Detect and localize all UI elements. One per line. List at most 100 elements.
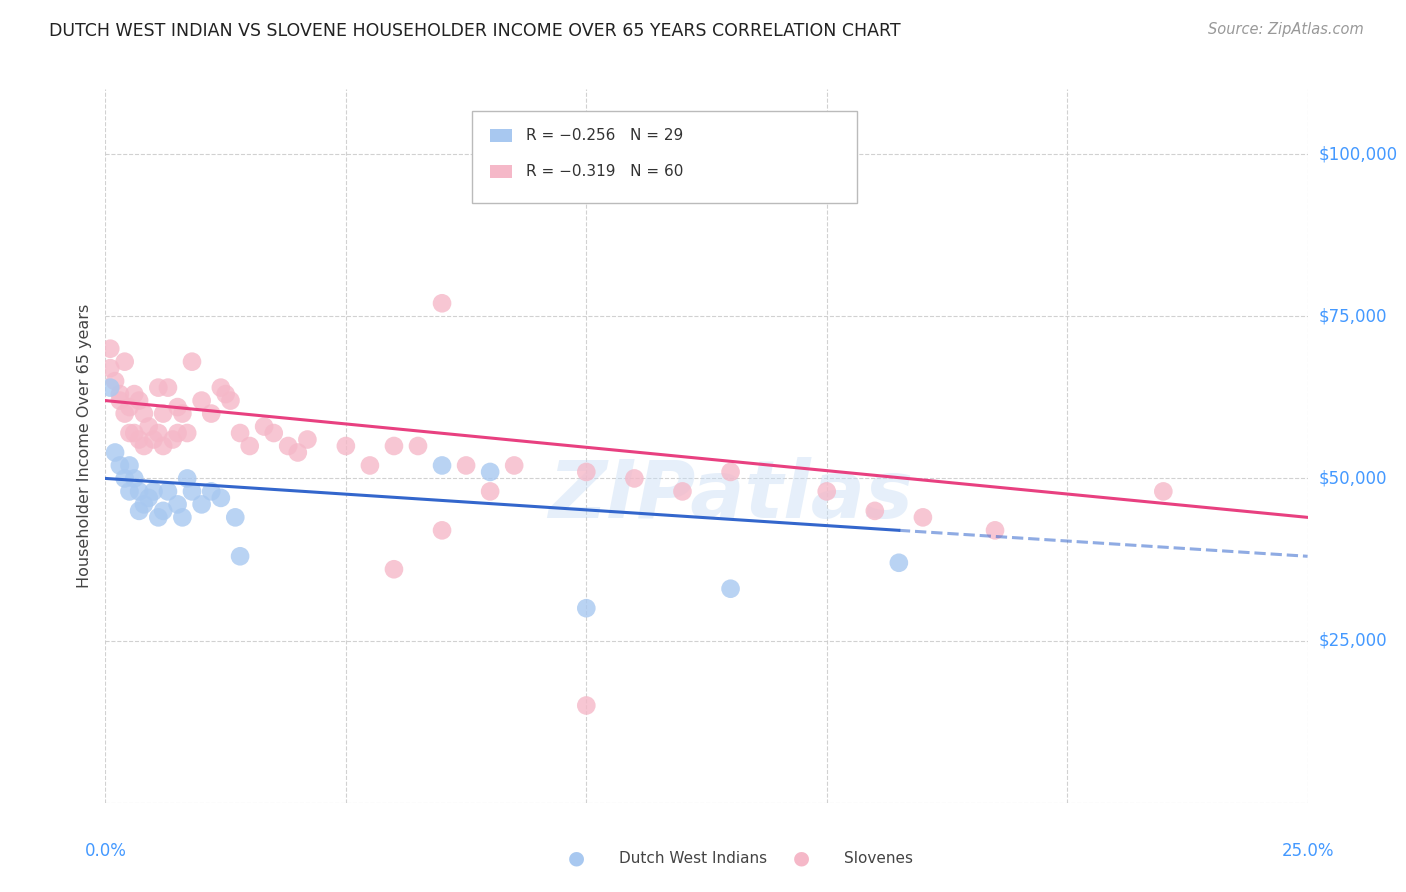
Point bbox=[132, 439, 155, 453]
Point bbox=[148, 425, 170, 440]
Point bbox=[863, 504, 886, 518]
Point bbox=[142, 484, 165, 499]
Point bbox=[118, 484, 141, 499]
Point bbox=[118, 458, 141, 473]
Point bbox=[190, 497, 212, 511]
Point bbox=[623, 471, 645, 485]
Point bbox=[142, 433, 165, 447]
Point bbox=[720, 582, 742, 596]
Point bbox=[138, 491, 160, 505]
Point bbox=[114, 471, 136, 485]
Point bbox=[148, 381, 170, 395]
Point bbox=[277, 439, 299, 453]
Point bbox=[166, 425, 188, 440]
Point bbox=[209, 491, 232, 505]
Point bbox=[430, 296, 453, 310]
Point bbox=[166, 400, 188, 414]
Point bbox=[108, 387, 131, 401]
Point bbox=[132, 407, 155, 421]
Point bbox=[382, 439, 405, 453]
Point bbox=[214, 387, 236, 401]
Point bbox=[297, 433, 319, 447]
Point bbox=[152, 439, 174, 453]
Point bbox=[128, 504, 150, 518]
Point bbox=[219, 393, 242, 408]
FancyBboxPatch shape bbox=[491, 165, 512, 178]
Point bbox=[108, 393, 131, 408]
Text: $25,000: $25,000 bbox=[1319, 632, 1388, 649]
Text: ●: ● bbox=[568, 848, 585, 868]
Text: $50,000: $50,000 bbox=[1319, 469, 1388, 487]
Point bbox=[152, 407, 174, 421]
Point bbox=[128, 484, 150, 499]
Point bbox=[671, 484, 693, 499]
Point bbox=[108, 458, 131, 473]
Point bbox=[479, 484, 502, 499]
Point bbox=[118, 400, 141, 414]
Point bbox=[128, 433, 150, 447]
Text: $75,000: $75,000 bbox=[1319, 307, 1388, 326]
Point bbox=[172, 407, 194, 421]
Text: ZIPatlas: ZIPatlas bbox=[548, 457, 912, 535]
FancyBboxPatch shape bbox=[472, 111, 856, 203]
Point bbox=[575, 698, 598, 713]
Point bbox=[128, 393, 150, 408]
Y-axis label: Householder Income Over 65 years: Householder Income Over 65 years bbox=[77, 304, 93, 588]
Point bbox=[575, 465, 598, 479]
Point bbox=[287, 445, 309, 459]
Point bbox=[124, 425, 146, 440]
Text: R = −0.256   N = 29: R = −0.256 N = 29 bbox=[526, 128, 683, 143]
Text: ●: ● bbox=[793, 848, 810, 868]
Point bbox=[132, 497, 155, 511]
Text: DUTCH WEST INDIAN VS SLOVENE HOUSEHOLDER INCOME OVER 65 YEARS CORRELATION CHART: DUTCH WEST INDIAN VS SLOVENE HOUSEHOLDER… bbox=[49, 22, 901, 40]
Point bbox=[1152, 484, 1174, 499]
Text: R = −0.319   N = 60: R = −0.319 N = 60 bbox=[526, 164, 683, 178]
Point bbox=[152, 504, 174, 518]
Text: Slovenes: Slovenes bbox=[844, 851, 912, 865]
Point bbox=[430, 524, 453, 538]
Point bbox=[815, 484, 838, 499]
Point bbox=[98, 381, 121, 395]
Point bbox=[98, 342, 121, 356]
Point bbox=[239, 439, 262, 453]
Point bbox=[181, 484, 204, 499]
Point bbox=[575, 601, 598, 615]
Point bbox=[200, 407, 222, 421]
Point bbox=[166, 497, 188, 511]
Point bbox=[984, 524, 1007, 538]
Point bbox=[124, 471, 146, 485]
Point bbox=[190, 393, 212, 408]
Point bbox=[172, 510, 194, 524]
Point bbox=[430, 458, 453, 473]
Text: Source: ZipAtlas.com: Source: ZipAtlas.com bbox=[1208, 22, 1364, 37]
Point bbox=[156, 381, 179, 395]
Point bbox=[359, 458, 381, 473]
Point bbox=[720, 465, 742, 479]
Point bbox=[209, 381, 232, 395]
Point bbox=[382, 562, 405, 576]
Point bbox=[454, 458, 477, 473]
Point bbox=[181, 354, 204, 368]
Point bbox=[503, 458, 526, 473]
Point bbox=[114, 407, 136, 421]
Text: Dutch West Indians: Dutch West Indians bbox=[619, 851, 766, 865]
Point bbox=[124, 387, 146, 401]
Point bbox=[156, 484, 179, 499]
Point bbox=[176, 425, 198, 440]
Point bbox=[114, 354, 136, 368]
Point bbox=[148, 510, 170, 524]
Point bbox=[263, 425, 285, 440]
Point bbox=[406, 439, 429, 453]
Point bbox=[224, 510, 246, 524]
Point bbox=[104, 374, 127, 388]
Point bbox=[253, 419, 276, 434]
Point bbox=[98, 361, 121, 376]
Point bbox=[335, 439, 357, 453]
Point bbox=[104, 445, 127, 459]
FancyBboxPatch shape bbox=[491, 129, 512, 142]
Text: 0.0%: 0.0% bbox=[84, 842, 127, 860]
Point bbox=[887, 556, 910, 570]
Text: $100,000: $100,000 bbox=[1319, 145, 1398, 163]
Point bbox=[911, 510, 934, 524]
Text: 25.0%: 25.0% bbox=[1281, 842, 1334, 860]
